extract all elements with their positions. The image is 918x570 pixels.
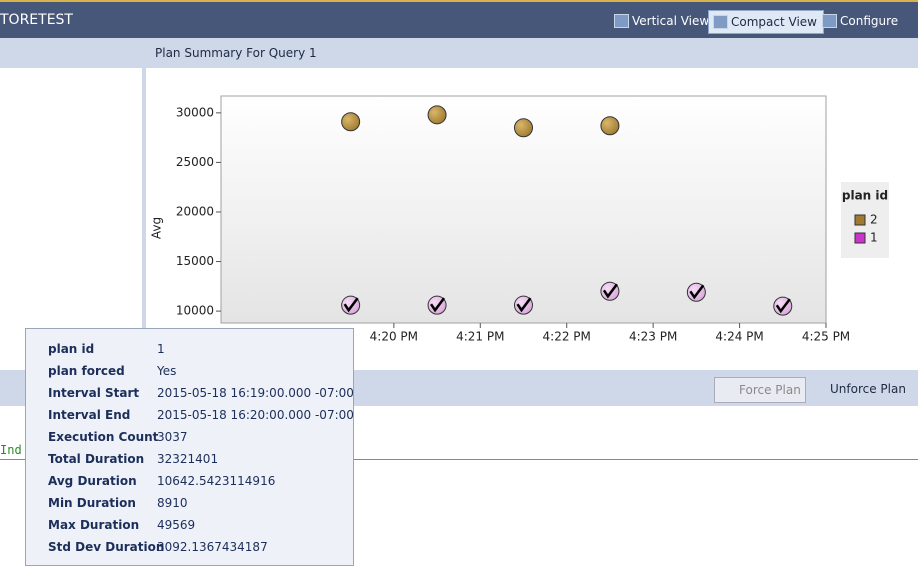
legend-swatch [854, 214, 866, 226]
tooltip-key: Max Duration [48, 518, 140, 532]
point [514, 118, 533, 138]
tooltip-value: Yes [157, 364, 177, 378]
tooltip-key: plan forced [48, 364, 125, 378]
tooltip-value: 1 [157, 342, 165, 356]
plan-toolbar: Plan Summary For Query 1 [146, 38, 918, 68]
tooltip-value: 3092.1367434187 [157, 540, 268, 554]
y-tick-label: 15000 [176, 254, 214, 268]
point [341, 112, 361, 132]
x-tick-label: 4:21 PM [456, 330, 504, 344]
y-tick-label: 10000 [176, 304, 214, 318]
code-text: Ind [0, 443, 22, 457]
x-tick-label: 4:25 PM [802, 330, 850, 344]
legend-title: plan id [842, 189, 888, 203]
x-tick-label: 4:20 PM [370, 330, 418, 344]
window-title: TORETEST [0, 12, 73, 28]
y-tick-label: 25000 [176, 155, 214, 169]
tooltip-value: 10642.5423114916 [157, 474, 276, 488]
forced-check [430, 297, 446, 313]
tooltip-key: Min Duration [48, 496, 136, 510]
forced-check [343, 297, 359, 313]
forced-check [516, 297, 532, 313]
forced-check [775, 298, 791, 314]
vertical-view-button[interactable]: Vertical View [610, 10, 715, 32]
y-axis-label: Avg [150, 217, 164, 239]
splitter [142, 38, 146, 373]
y-tick-label: 20000 [176, 204, 214, 218]
tooltip-value: 2015-05-18 16:20:00.000 -07:00 [157, 408, 354, 422]
x-tick-label: 4:22 PM [543, 330, 591, 344]
unforce-plan-button[interactable]: Unforce Plan [830, 382, 906, 396]
legend-label: 1 [870, 231, 878, 245]
tooltip-value: 2015-05-18 16:19:00.000 -07:00 [157, 386, 354, 400]
title-bar: TORETEST Vertical View Compact View Conf… [0, 0, 918, 38]
tooltip: plan id 1 plan forced Yes Interval Start 2015… [25, 328, 354, 566]
tooltip-value: 3037 [157, 430, 188, 444]
legend-label: 2 [870, 213, 878, 227]
legend-swatch [854, 232, 866, 244]
point [600, 116, 620, 136]
tooltip-key: Total Duration [48, 452, 145, 466]
tooltip-key: Interval Start [48, 386, 140, 400]
forced-check [602, 283, 618, 299]
x-tick-label: 4:23 PM [629, 330, 677, 344]
tooltip-value: 49569 [157, 518, 196, 532]
tooltip-value: 32321401 [157, 452, 219, 466]
tooltip-key: plan id [48, 342, 95, 356]
configure-button[interactable]: Configure [818, 10, 904, 32]
compact-view-button[interactable]: Compact View [708, 10, 824, 34]
left-toolbar [0, 38, 142, 68]
tooltip-key: Avg Duration [48, 474, 137, 488]
tooltip-key: Std Dev Duration [48, 540, 165, 554]
y-tick-label: 30000 [176, 105, 214, 119]
point [427, 105, 447, 125]
tooltip-value: 8910 [157, 496, 188, 510]
pane-title: Plan Summary For Query 1 [155, 46, 317, 60]
forced-check [689, 284, 705, 300]
chart: Avg plan id 10000 15000 20000 25000 30000 4:2… [150, 95, 889, 344]
tooltip-key: Interval End [48, 408, 131, 422]
divider [0, 459, 918, 460]
tooltip-key: Execution Count [48, 430, 159, 444]
force-plan-button[interactable]: Force Plan [714, 377, 806, 403]
x-tick-label: 4:24 PM [715, 330, 763, 344]
